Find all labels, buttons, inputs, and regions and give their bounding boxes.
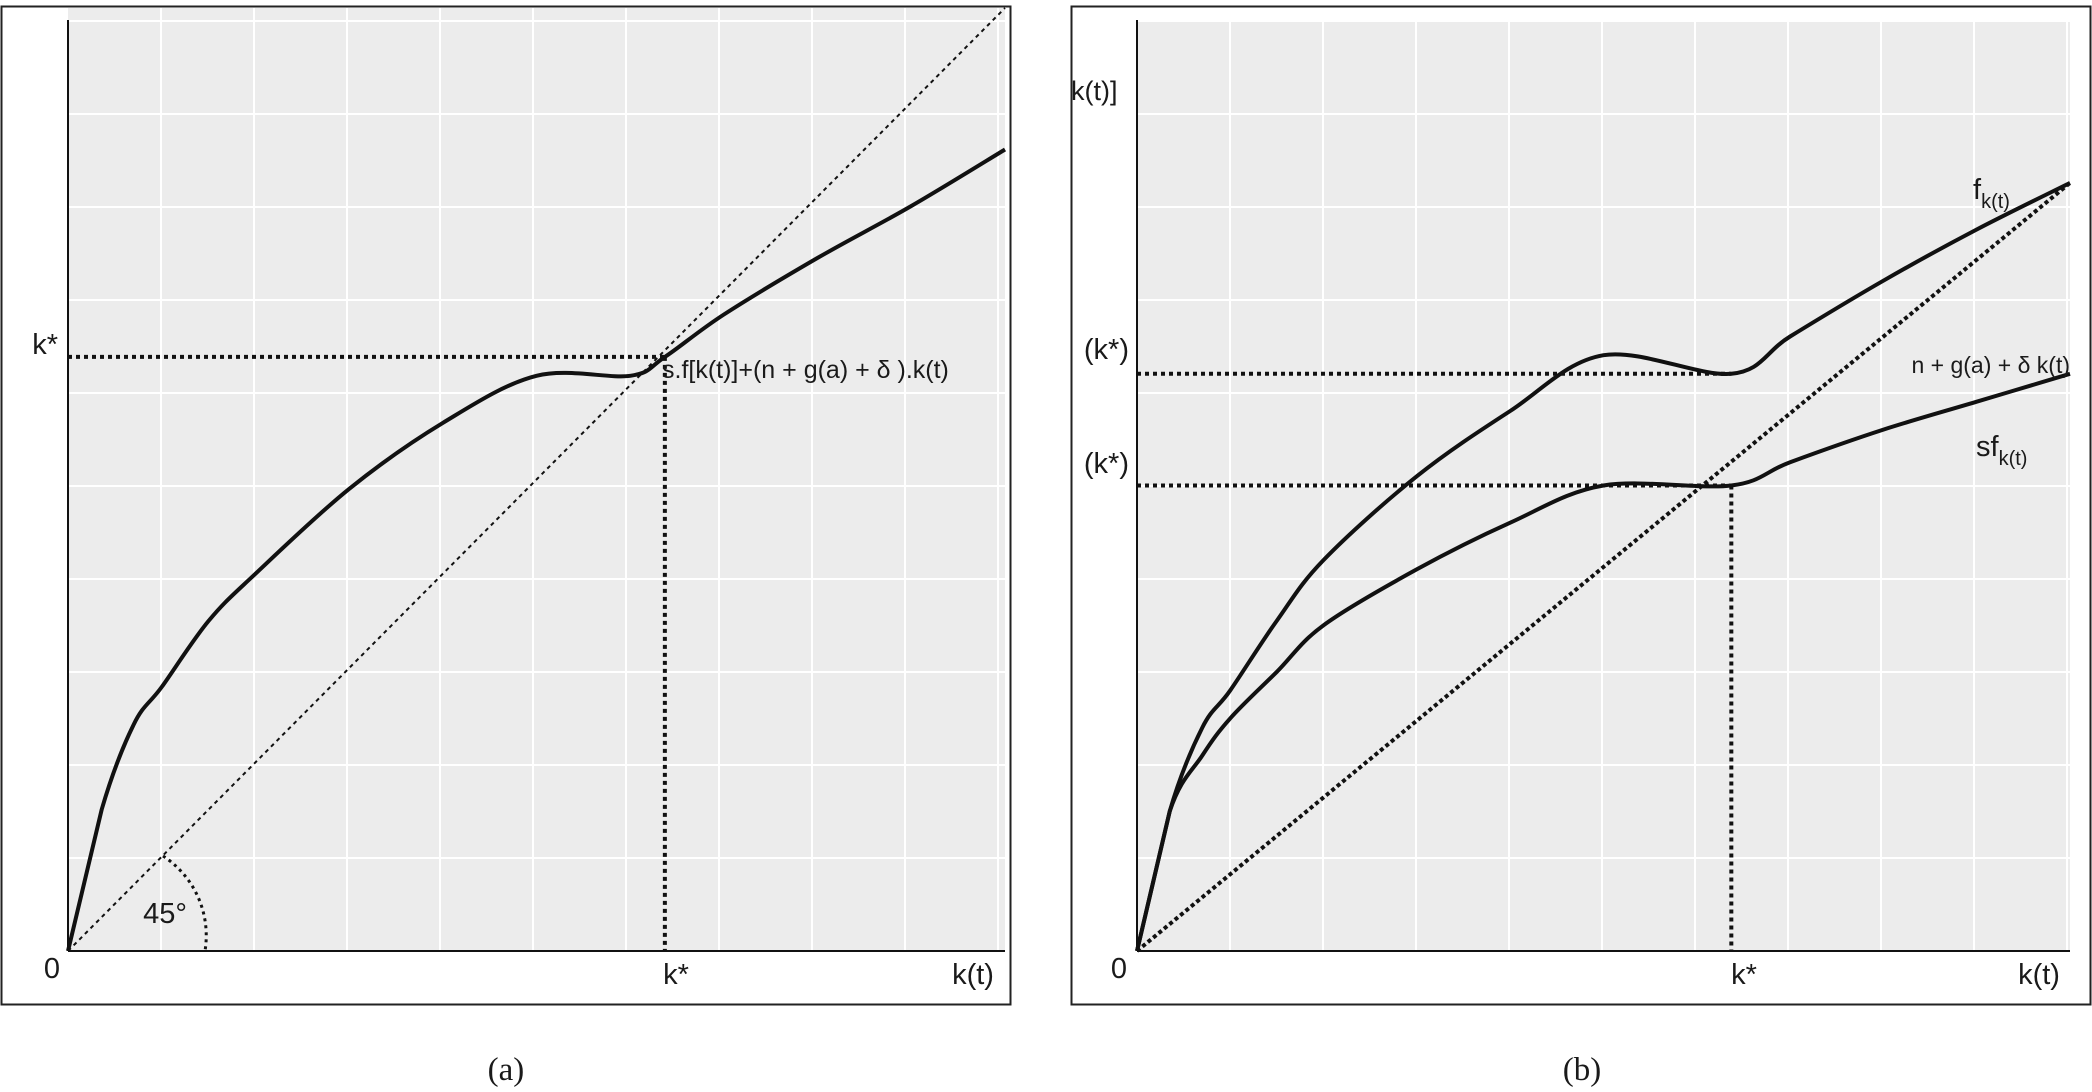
panel-b-marks xyxy=(1135,181,2072,953)
panel-a-origin-label: 0 xyxy=(44,953,60,985)
panel-b-origin-label: 0 xyxy=(1111,953,1127,985)
panel-a-x-axis-label: k(t) xyxy=(952,959,994,991)
angle-label: 45° xyxy=(143,898,187,930)
series-label-sf: sfk(t) xyxy=(1976,431,2027,470)
panel-a-marks xyxy=(66,7,1007,952)
series-label-line: n + g(a) + δ k(t) xyxy=(1911,352,2070,378)
panel-a: 45° s.f[k(t)]+(n + g(a) + δ ).k(t) k* k*… xyxy=(0,5,1012,1088)
series-label-f: fk(t) xyxy=(1973,174,2010,213)
series-label-f-main: f xyxy=(1973,174,1982,206)
panel-b-x-axis-label: k(t) xyxy=(2018,959,2060,991)
panel-b: k(t)] (k*) (k*) k* 0 k(t) fk(t) sfk(t) n… xyxy=(1070,5,2092,1088)
panel-b-y-tick-upper: (k*) xyxy=(1084,334,1129,366)
panel-b-series-2-dotted-line xyxy=(1135,181,2072,953)
panel-b-caption: (b) xyxy=(1563,1052,1601,1088)
panel-b-series-1-curve xyxy=(1135,371,2071,952)
panel-b-y-tick-lower: (k*) xyxy=(1084,448,1129,480)
series-label-sf-main: sf xyxy=(1976,431,2000,463)
panel-b-series-0-curve xyxy=(1135,181,2071,952)
panel-b-grid xyxy=(1137,20,2070,951)
panel-a-caption: (a) xyxy=(488,1052,525,1088)
panel-b-x-tick-kstar: k* xyxy=(1731,959,1757,991)
panel-a-y-tick-kstar: k* xyxy=(32,329,58,361)
series-label-sf-sub: k(t) xyxy=(1999,448,2028,470)
panel-a-curve-label: s.f[k(t)]+(n + g(a) + δ ).k(t) xyxy=(662,356,949,384)
panel-a-series-0-curve xyxy=(66,147,1007,952)
panel-a-series-1-dotted-line xyxy=(67,7,1006,952)
panel-b-y-axis-label: k(t)] xyxy=(1071,76,1118,106)
panel-a-x-tick-kstar: k* xyxy=(663,959,689,991)
panel-a-grid xyxy=(68,8,1005,951)
series-label-f-sub: k(t) xyxy=(1981,191,2010,213)
